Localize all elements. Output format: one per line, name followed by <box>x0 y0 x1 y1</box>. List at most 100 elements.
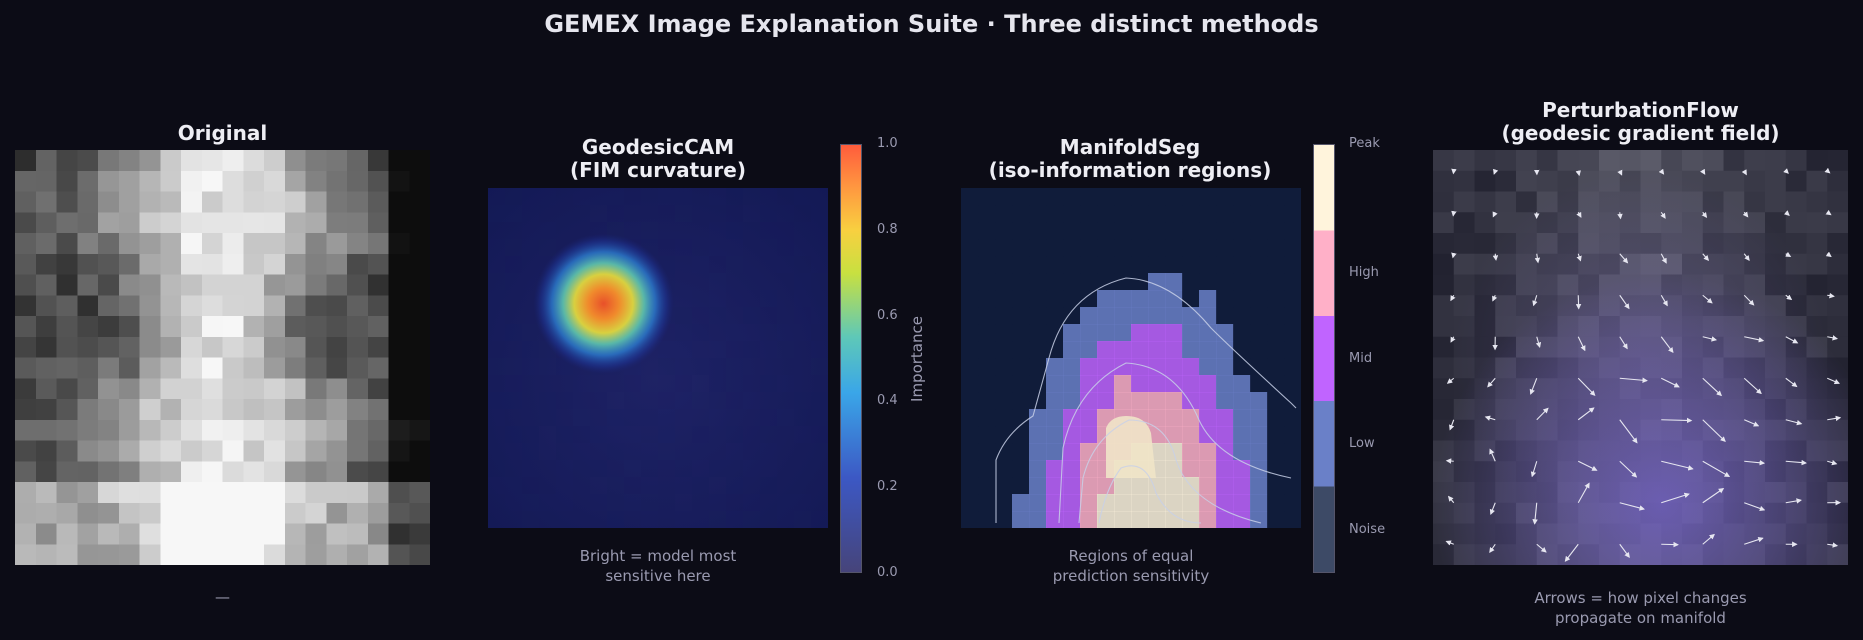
seg-cell <box>961 188 979 206</box>
seg-cell <box>1267 188 1285 206</box>
cam-cell <box>777 443 794 460</box>
pixel-cell <box>56 191 78 213</box>
pixel-cell <box>98 419 120 441</box>
manifoldseg-caption-line1: Regions of equal <box>1068 547 1194 565</box>
cam-cell <box>641 426 658 443</box>
seg-cell <box>1063 273 1081 291</box>
seg-cell <box>1114 307 1132 325</box>
cam-cell <box>658 443 675 460</box>
pixel-cell <box>15 440 37 462</box>
pixel-cell <box>201 399 223 421</box>
flow-arrow <box>1575 170 1581 177</box>
pixel-cell <box>139 212 161 234</box>
cam-cell <box>794 409 811 426</box>
cam-cell <box>760 341 777 358</box>
cam-cell <box>760 460 777 477</box>
cam-cell <box>658 392 675 409</box>
pixel-cell <box>77 150 99 172</box>
pixel-cell <box>56 378 78 400</box>
cam-cell <box>505 358 522 375</box>
seg-cell <box>995 409 1013 427</box>
seg-cell <box>1131 205 1149 223</box>
seg-cell <box>1080 392 1098 410</box>
seg-cell <box>1097 222 1115 240</box>
cam-cell <box>811 239 828 256</box>
flow-arrow <box>1619 460 1638 478</box>
seg-cell <box>1199 511 1217 528</box>
pixel-cell <box>243 461 265 483</box>
seg-cell <box>1046 273 1064 291</box>
cam-cell <box>692 307 709 324</box>
cam-cell <box>794 443 811 460</box>
seg-cell <box>1284 426 1301 444</box>
pixel-cell <box>15 274 37 296</box>
pixel-cell <box>243 336 265 358</box>
seg-cell <box>1216 290 1234 308</box>
pixel-cell <box>367 399 389 421</box>
seg-cell <box>978 205 996 223</box>
cam-cell <box>675 256 692 273</box>
seg-cell <box>1012 409 1030 427</box>
cam-cell <box>811 205 828 222</box>
seg-cell <box>1046 375 1064 393</box>
seg-cell <box>1046 511 1064 528</box>
flow-arrow <box>1658 168 1665 175</box>
seg-cell <box>1216 477 1234 495</box>
seg-cell <box>1063 222 1081 240</box>
pixel-cell <box>98 233 120 255</box>
seg-cell <box>1182 375 1200 393</box>
cam-cell <box>658 358 675 375</box>
seg-cell <box>1148 358 1166 376</box>
seg-cell <box>1250 188 1268 206</box>
seg-cell <box>1080 358 1098 376</box>
seg-cell <box>1233 273 1251 291</box>
flow-arrow <box>1619 336 1628 350</box>
seg-cell <box>1046 188 1064 206</box>
flow-arrow <box>1785 251 1792 257</box>
pixel-cell <box>305 336 327 358</box>
cam-cell <box>573 222 590 239</box>
seg-cell <box>1216 375 1234 393</box>
seg-cell <box>1250 358 1268 376</box>
seg-cell <box>995 188 1013 206</box>
cam-cell <box>760 443 777 460</box>
cam-cell <box>607 477 624 494</box>
pixel-cell <box>15 419 37 441</box>
pixel-cell <box>201 295 223 317</box>
seg-cell <box>1284 494 1301 512</box>
seg-cell <box>1012 290 1030 308</box>
seg-cell <box>1165 256 1183 274</box>
cam-cell <box>743 290 760 307</box>
flow-arrow <box>1661 492 1690 504</box>
pixel-cell <box>98 150 120 172</box>
pixel-cell <box>77 378 99 400</box>
seg-cell <box>1046 358 1064 376</box>
pixel-cell <box>139 170 161 192</box>
cam-cell <box>794 239 811 256</box>
pixel-cell <box>160 419 182 441</box>
pixel-cell <box>181 295 203 317</box>
flow-arrow <box>1744 419 1760 427</box>
cam-cell <box>573 426 590 443</box>
cam-cell <box>522 341 539 358</box>
pixel-cell <box>98 316 120 338</box>
flow-arrow <box>1744 502 1766 512</box>
cam-cell <box>743 392 760 409</box>
seg-cell <box>1131 392 1149 410</box>
pixel-cell <box>35 336 57 358</box>
pixel-cell <box>284 191 306 213</box>
cam-cell <box>505 409 522 426</box>
seg-cell <box>1097 341 1115 359</box>
seg-cell <box>1216 341 1234 359</box>
cam-cell <box>777 341 794 358</box>
iso-contour <box>995 277 1297 523</box>
seg-cell <box>1284 324 1301 342</box>
seg-cell <box>1012 443 1030 461</box>
seg-cell <box>978 443 996 461</box>
pixel-cell <box>243 316 265 338</box>
seg-cell <box>1012 426 1030 444</box>
cam-cell <box>777 477 794 494</box>
pixel-cell <box>98 399 120 421</box>
flow-arrow <box>1532 295 1538 307</box>
seg-cell <box>1233 443 1251 461</box>
